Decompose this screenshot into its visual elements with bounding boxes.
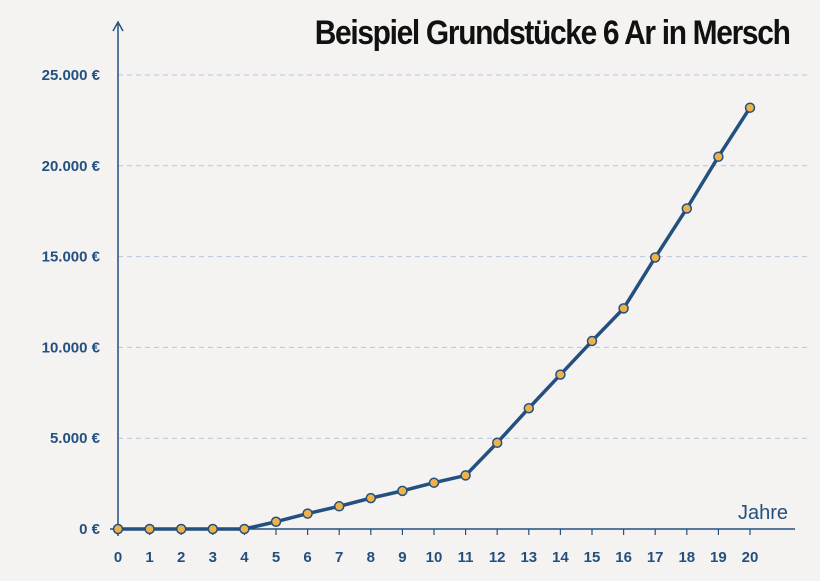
- x-tick-label: 15: [584, 549, 601, 566]
- data-point: [302, 508, 313, 519]
- x-tick-label: 11: [458, 549, 474, 566]
- x-tick-label: 13: [520, 549, 537, 566]
- data-point: [681, 203, 693, 214]
- y-axis-arrow-icon: [112, 20, 124, 32]
- data-point: [207, 523, 219, 535]
- x-tick-label: 8: [367, 549, 375, 566]
- x-tick-label: 2: [177, 549, 185, 566]
- series-line: [116, 105, 752, 531]
- x-tick-label: 6: [303, 549, 311, 566]
- data-point: [523, 402, 535, 414]
- chart-title: Beispiel Grundstücke 6 Ar in Mersch: [315, 14, 791, 52]
- data-point: [144, 523, 155, 535]
- y-tick-label: 0 €: [79, 521, 101, 538]
- data-point: [239, 523, 250, 535]
- x-tick-label: 7: [335, 549, 343, 566]
- data-point: [491, 437, 503, 448]
- data-point: [175, 523, 187, 535]
- data-point: [270, 516, 282, 527]
- data-point: [713, 151, 724, 162]
- x-tick-label: 14: [552, 549, 569, 566]
- y-tick-label: 20.000 €: [42, 158, 101, 175]
- data-point: [555, 369, 566, 380]
- x-tick-label: 3: [209, 549, 217, 566]
- y-tick-label: 25.000 €: [42, 67, 101, 84]
- x-tick-label: 17: [647, 549, 664, 566]
- x-tick-label: 9: [398, 549, 406, 566]
- x-tick-label: 4: [240, 549, 249, 566]
- x-tick-label: 5: [272, 549, 280, 566]
- x-tick-label: 12: [489, 549, 506, 566]
- x-axis-label: Jahre: [738, 502, 788, 524]
- data-point: [397, 485, 408, 497]
- x-tick-label: 20: [742, 549, 759, 566]
- data-point: [460, 470, 471, 481]
- x-tick-label: 16: [615, 549, 632, 566]
- x-tick-label: 19: [710, 549, 727, 566]
- data-point: [365, 492, 377, 504]
- data-point: [649, 252, 661, 263]
- x-tick-label: 0: [114, 549, 122, 566]
- y-tick-label: 15.000 €: [42, 249, 101, 266]
- data-point: [428, 477, 440, 488]
- data-point: [618, 303, 629, 314]
- y-tick-label: 10.000 €: [42, 339, 101, 356]
- x-tick-label: 18: [678, 549, 695, 566]
- data-point: [112, 523, 124, 535]
- data-point: [586, 335, 598, 347]
- y-tick-label: 5.000 €: [50, 430, 101, 447]
- data-point: [333, 501, 345, 512]
- data-point: [744, 102, 756, 113]
- x-tick-label: 10: [426, 549, 443, 566]
- x-tick-label: 1: [145, 549, 153, 566]
